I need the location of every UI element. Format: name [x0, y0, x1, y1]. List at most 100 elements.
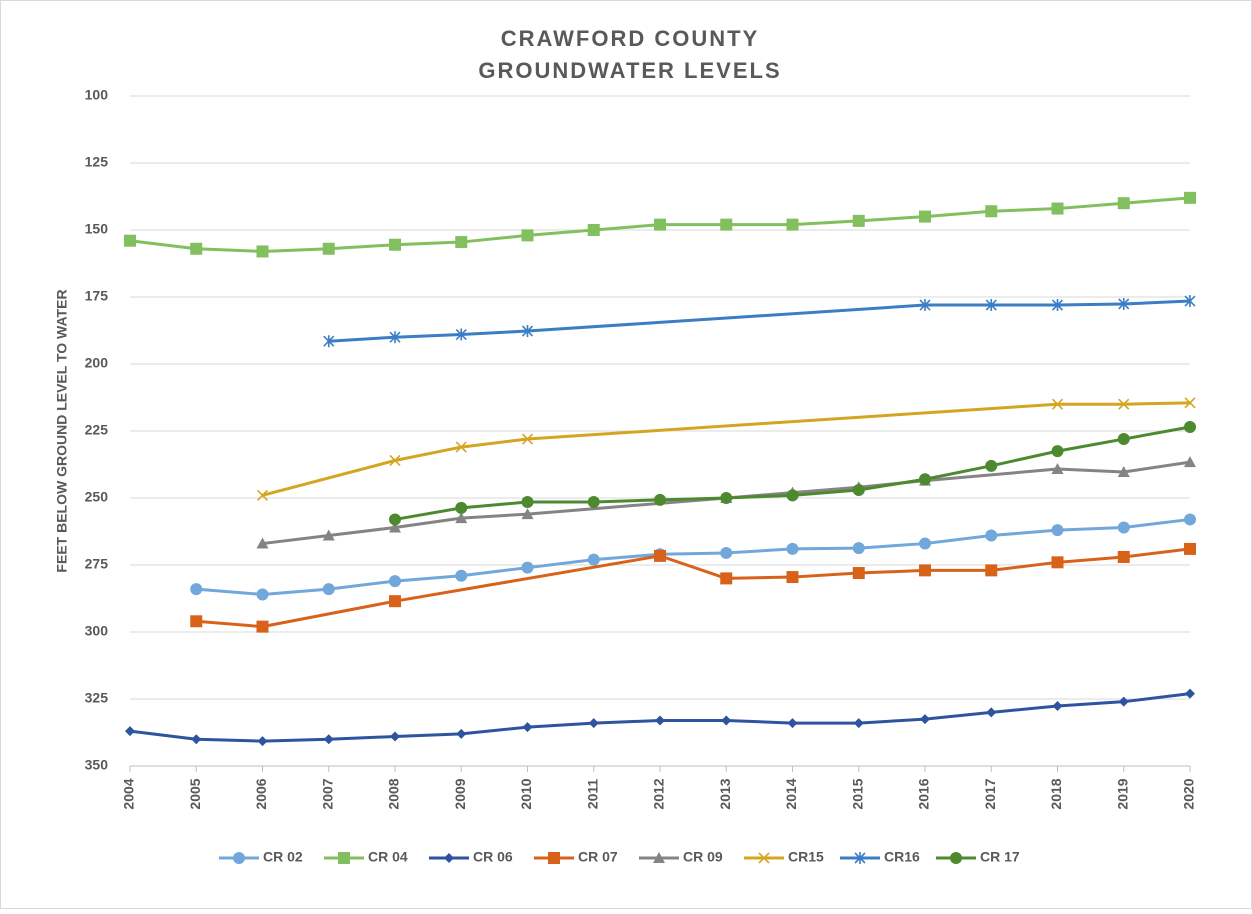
point — [322, 529, 335, 541]
line-segment — [658, 554, 728, 580]
line-segment — [1122, 517, 1192, 529]
point — [233, 852, 245, 864]
line-segment — [857, 717, 927, 725]
line-segment — [592, 718, 662, 725]
point — [1051, 445, 1064, 458]
line-segment — [393, 554, 662, 603]
point — [1117, 197, 1130, 210]
point — [521, 561, 534, 574]
chart-title: CRAWFORD COUNTY — [501, 26, 760, 51]
point — [455, 569, 468, 582]
point — [190, 583, 203, 596]
line-segment — [857, 568, 927, 575]
point — [455, 501, 468, 514]
line-segment — [791, 488, 861, 497]
point — [587, 496, 600, 509]
line-segment — [923, 534, 993, 546]
point — [455, 441, 467, 453]
line-segment — [1122, 196, 1192, 205]
line-segment — [989, 449, 1059, 468]
point — [455, 236, 468, 249]
point — [1184, 420, 1196, 433]
point — [720, 218, 733, 231]
point — [852, 567, 865, 580]
line-segment — [1056, 302, 1126, 307]
x-tick-label: 2016 — [916, 778, 932, 809]
point — [950, 852, 962, 864]
line-segment — [261, 458, 397, 497]
line-segment — [128, 729, 198, 741]
y-tick-label: 250 — [85, 489, 109, 505]
x-tick-label: 2007 — [319, 778, 335, 809]
point — [1184, 513, 1196, 526]
point — [986, 707, 997, 718]
x-tick-label: 2011 — [584, 779, 600, 810]
point — [985, 529, 998, 542]
x-tick-label: 2014 — [783, 778, 799, 809]
point — [190, 242, 203, 255]
line-segment — [1122, 692, 1192, 704]
line-segment — [1122, 547, 1192, 559]
point — [256, 588, 269, 601]
point — [1184, 397, 1196, 409]
point — [1117, 550, 1130, 563]
point — [521, 496, 534, 509]
point — [1184, 295, 1196, 308]
y-tick-label: 300 — [85, 623, 109, 639]
x-tick-label: 2017 — [982, 778, 998, 809]
point — [985, 564, 998, 577]
point — [919, 473, 931, 486]
legend-label: CR16 — [884, 849, 920, 865]
point — [654, 218, 666, 231]
line-segment — [1122, 425, 1192, 441]
point — [654, 493, 666, 506]
line-segment — [526, 402, 1059, 441]
point — [1118, 398, 1130, 410]
line-segment — [261, 599, 397, 629]
series — [190, 542, 1196, 633]
line-segment — [526, 228, 596, 237]
x-tick-label: 2018 — [1048, 778, 1064, 809]
point — [521, 433, 534, 445]
line-segment — [327, 335, 397, 343]
point — [587, 224, 600, 236]
point — [721, 715, 732, 726]
line-segment — [393, 516, 463, 529]
point — [1184, 456, 1196, 468]
point — [655, 715, 665, 726]
point — [1051, 556, 1064, 569]
point — [853, 718, 864, 729]
line-segment — [658, 551, 728, 556]
line-segment — [923, 209, 993, 219]
line-segment — [791, 546, 861, 551]
point — [1117, 433, 1130, 446]
point — [919, 564, 931, 577]
series — [389, 420, 1196, 526]
point — [720, 546, 733, 559]
point — [1118, 696, 1129, 707]
point — [389, 521, 401, 533]
line-segment — [658, 496, 728, 502]
x-tick-label: 2010 — [518, 778, 534, 809]
line-segment — [459, 566, 529, 578]
point — [125, 726, 135, 737]
y-tick-label: 125 — [85, 154, 109, 170]
line-segment — [1056, 525, 1126, 532]
line-segment — [194, 619, 264, 629]
line-segment — [592, 552, 662, 562]
line-segment — [923, 710, 993, 721]
line-segment — [459, 437, 529, 449]
line-segment — [194, 247, 264, 253]
x-tick-label: 2004 — [121, 778, 137, 809]
line-segment — [459, 512, 529, 520]
x-tick-label: 2015 — [849, 778, 865, 809]
line-segment — [724, 718, 794, 725]
line-segment — [194, 737, 264, 743]
x-tick-label: 2012 — [651, 778, 667, 809]
line-segment — [724, 575, 794, 580]
line-segment — [1056, 700, 1126, 708]
point — [389, 454, 401, 467]
line-segment — [1056, 437, 1126, 453]
point — [1051, 299, 1064, 312]
